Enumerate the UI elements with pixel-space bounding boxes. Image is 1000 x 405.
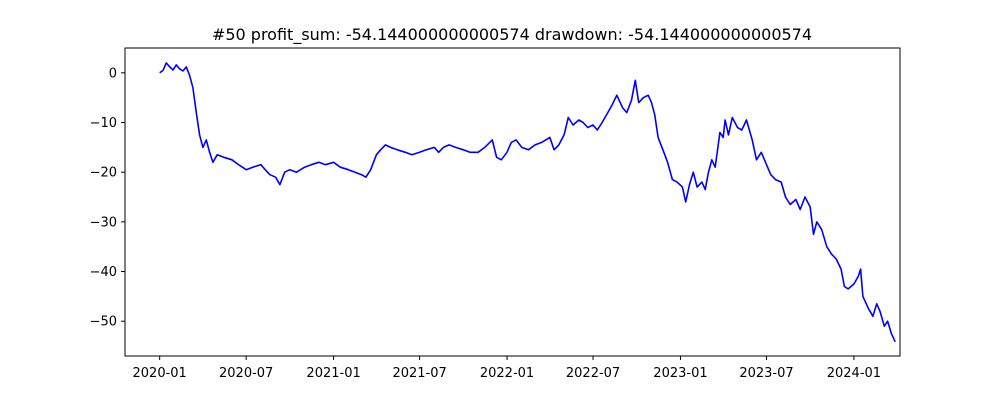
series-line-0 — [159, 62, 896, 343]
y-tick-label: −20 — [90, 166, 117, 181]
x-tick-label: 2024-01 — [827, 366, 881, 381]
x-tick-label: 2020-07 — [219, 366, 273, 381]
x-tick-label: 2021-07 — [392, 366, 446, 381]
y-tick-label: −10 — [90, 116, 117, 131]
chart-title: #50 profit_sum: -54.144000000000574 draw… — [212, 25, 812, 45]
x-tick-label: 2022-01 — [480, 366, 534, 381]
y-tick-label: −40 — [90, 265, 117, 280]
y-tick-label: 0 — [109, 66, 117, 81]
x-axis: 2020-01 2020-07 2021-01 2021-07 2022-01 2022-… — [133, 356, 881, 381]
x-tick-label: 2023-07 — [739, 366, 793, 381]
y-axis: 0 −10 −20 −30 −40 −50 — [90, 66, 125, 330]
x-tick-label: 2022-07 — [566, 366, 620, 381]
y-tick-label: −50 — [90, 315, 117, 330]
x-tick-label: 2020-01 — [133, 366, 187, 381]
plot-area — [159, 62, 896, 343]
x-tick-label: 2023-01 — [653, 366, 707, 381]
y-tick-label: −30 — [90, 215, 117, 230]
plot-frame — [124, 47, 901, 357]
x-tick-label: 2021-01 — [306, 366, 360, 381]
